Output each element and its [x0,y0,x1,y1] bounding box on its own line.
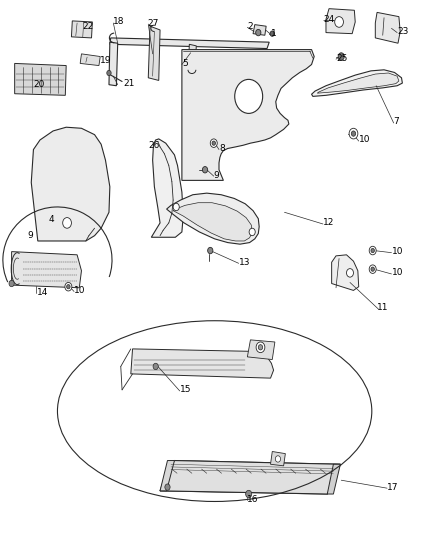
Text: 22: 22 [83,22,94,31]
Polygon shape [109,42,118,86]
Polygon shape [160,461,174,491]
Polygon shape [166,461,340,475]
Circle shape [173,203,179,211]
Circle shape [107,70,111,76]
Text: 9: 9 [28,231,34,240]
Polygon shape [166,193,259,244]
Circle shape [212,141,215,146]
Circle shape [371,267,374,271]
Text: 17: 17 [387,482,399,491]
Text: 1: 1 [271,29,276,38]
Polygon shape [71,21,92,38]
Polygon shape [31,127,110,241]
Circle shape [270,31,275,36]
Polygon shape [332,255,359,290]
Polygon shape [182,50,314,180]
Polygon shape [188,44,196,71]
Text: 10: 10 [74,286,85,295]
Circle shape [249,228,255,236]
Polygon shape [317,73,399,93]
Text: 9: 9 [214,171,219,180]
Polygon shape [271,451,286,466]
Text: 21: 21 [124,78,135,87]
Polygon shape [148,26,160,80]
Polygon shape [14,63,66,95]
Circle shape [338,53,344,60]
Circle shape [246,490,252,498]
Polygon shape [12,252,81,288]
Polygon shape [173,203,252,241]
Text: 27: 27 [147,19,158,28]
Polygon shape [247,340,275,360]
Text: 16: 16 [247,495,259,504]
Circle shape [63,217,71,228]
Polygon shape [160,461,340,494]
Circle shape [9,280,14,287]
Text: 25: 25 [336,54,347,62]
Circle shape [256,29,261,36]
Circle shape [202,166,208,173]
Circle shape [258,345,263,350]
Circle shape [65,282,72,291]
Polygon shape [160,480,333,494]
Text: 5: 5 [182,59,187,68]
Circle shape [153,364,158,369]
Text: 14: 14 [36,287,48,296]
Text: 18: 18 [113,18,125,27]
Circle shape [208,247,213,254]
Circle shape [369,265,376,273]
Polygon shape [253,25,266,35]
Text: 19: 19 [100,56,112,64]
Circle shape [256,342,265,353]
Circle shape [165,484,170,490]
Text: 7: 7 [394,117,399,126]
Polygon shape [151,139,183,237]
Polygon shape [311,70,403,96]
Circle shape [210,139,217,148]
Text: 10: 10 [392,269,403,277]
Circle shape [371,248,374,253]
Text: 24: 24 [324,15,335,24]
Circle shape [369,246,376,255]
Circle shape [335,17,343,27]
Polygon shape [375,12,400,43]
Circle shape [235,79,263,114]
Text: 11: 11 [377,303,389,312]
Text: 15: 15 [180,385,191,394]
Text: 23: 23 [397,27,409,36]
Polygon shape [80,54,100,66]
Circle shape [276,456,281,462]
Circle shape [351,131,356,136]
Text: 13: 13 [239,258,250,266]
Text: 10: 10 [359,135,370,144]
Text: 20: 20 [33,80,45,89]
Text: 2: 2 [247,22,253,31]
Circle shape [67,285,70,289]
Polygon shape [327,464,340,494]
Text: 12: 12 [323,219,334,228]
Text: 10: 10 [392,247,403,256]
Polygon shape [110,38,269,49]
Polygon shape [326,9,355,34]
Text: 8: 8 [219,144,225,153]
Circle shape [349,128,358,139]
Circle shape [346,269,353,277]
Polygon shape [131,349,274,378]
Text: 26: 26 [148,141,159,150]
Text: 4: 4 [49,215,54,224]
